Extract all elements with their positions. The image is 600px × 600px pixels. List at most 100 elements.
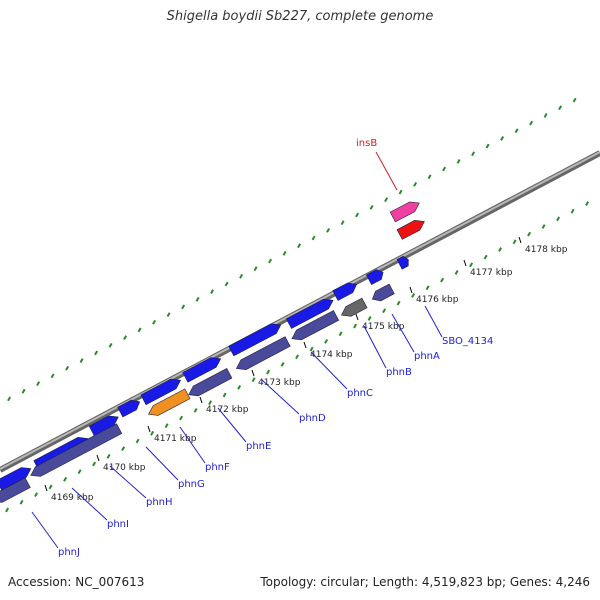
ring-tick [469,262,474,268]
ring-tick [208,400,213,406]
gene-label: phnD [299,413,326,424]
gene-leader-line [217,407,247,443]
ring-tick [558,105,563,111]
forward-gene [396,255,409,270]
gene-leader-line [375,151,398,191]
ring-tick [94,350,99,356]
inner-tick-ring [5,201,590,513]
gene-label: phnI [107,519,129,530]
ring-tick [280,361,285,367]
ring-tick [79,358,84,363]
scale-tick-label: 4177 kbp [470,268,513,278]
outer-tick-ring [7,97,577,402]
ring-tick [179,415,184,421]
ring-tick [108,342,113,348]
scale-tick [463,259,467,267]
ring-tick [398,189,403,195]
ring-tick [369,204,374,210]
ring-tick [353,323,358,329]
ring-tick [21,388,26,394]
scale-tick-label: 4174 kbp [310,350,353,360]
scale-tick [96,454,100,462]
ring-tick [150,430,155,436]
ring-tick [266,369,271,375]
ring-tick [324,339,329,344]
forward-gene [140,378,182,406]
insertion-gene-forward [389,201,420,223]
ring-tick [326,227,331,233]
ring-tick [485,143,490,149]
forward-gene [285,298,334,329]
ring-tick [268,258,273,264]
ring-tick [135,438,140,444]
reverse-gene [30,423,123,477]
forward-gene [228,323,282,357]
ring-tick [195,296,200,302]
ring-tick [65,365,70,371]
reverse-gene [371,283,395,302]
ring-tick [5,507,10,513]
gene-label: phnF [205,462,230,473]
scale-tick-label: 4178 kbp [525,245,568,255]
insertion-gene-reverse [396,219,425,240]
gene-leader-line [391,313,415,353]
ring-tick [572,97,577,103]
ring-tick [440,277,445,283]
gene-leader-line [145,446,179,481]
reverse-gene [341,297,368,317]
ring-tick [367,316,372,321]
ring-tick [442,166,447,172]
ring-tick [193,407,198,413]
ring-tick [210,289,215,295]
ring-tick [181,304,186,310]
ring-tick [137,327,142,333]
ring-tick [7,396,12,402]
gene-label: SBO_4134 [442,336,493,347]
ring-tick [512,239,517,245]
reverse-gene [0,477,31,503]
scale-tick-label: 4172 kbp [206,405,249,415]
forward-gene [117,399,141,418]
ring-tick [152,319,157,325]
ring-tick [282,250,287,256]
ring-tick [413,181,418,187]
ring-tick [48,484,53,490]
ring-tick [543,113,548,118]
ring-tick [382,308,387,314]
scale-tick [147,425,151,433]
ring-tick [311,235,316,241]
gene-leader-line [71,487,108,521]
ring-tick [483,254,488,260]
ring-tick [541,224,546,229]
gene-label: phnJ [58,547,80,558]
scale-tick [355,313,359,321]
ring-tick [297,243,302,249]
ring-tick [498,247,503,252]
gene-leader-line [310,351,348,390]
scale-tick [409,286,413,294]
gene-leader-line [31,511,59,549]
map-title: Shigella boydii Sb227, complete genome [166,9,434,24]
forward-gene [365,269,384,286]
scale-tick-label: 4170 kbp [103,463,146,473]
ring-tick [123,335,128,340]
scale-tick [251,369,255,377]
ring-tick [514,128,519,134]
ring-tick [222,392,227,398]
ring-tick [63,476,68,482]
forward-gene [0,467,32,491]
gene-leader-line [261,379,300,415]
ring-tick [427,174,432,180]
scale-tick [303,341,307,349]
gene-leader-line [424,305,443,338]
gene-leader-line [179,426,206,464]
scale-tick [199,396,203,404]
ring-tick [92,461,97,467]
gene-leader-line [109,465,147,499]
scale-ticks: 4169 kbp 4170 kbp 4171 kbp 4172 kbp 4173 kbp… [44,236,568,503]
scale-tick [44,484,48,492]
ring-tick [237,384,242,390]
ring-tick [396,300,401,306]
